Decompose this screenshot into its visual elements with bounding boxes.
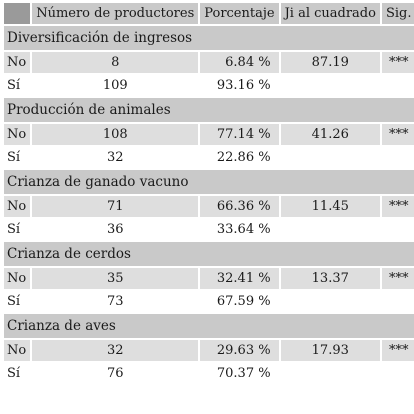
percentage-value: 29.63 % xyxy=(200,340,279,361)
results-table: Número de productores Porcentaje Ji al c… xyxy=(2,1,414,386)
section-row: Crianza de cerdos xyxy=(4,242,414,266)
producers-count: 35 xyxy=(32,268,199,289)
section-row: Producción de animales xyxy=(4,98,414,122)
table-row: Sí 73 67.59 % xyxy=(4,291,414,312)
producers-count: 8 xyxy=(32,52,199,73)
producers-count: 108 xyxy=(32,124,199,145)
header-significance: Sig. xyxy=(381,3,414,24)
header-percentage: Porcentaje xyxy=(200,3,279,24)
chi-square-empty xyxy=(281,75,380,96)
row-label: Sí xyxy=(7,294,21,309)
percentage-value: 33.64 % xyxy=(216,222,271,237)
header-corner-cell xyxy=(4,3,31,24)
chi-square-value: 41.26 xyxy=(280,124,380,145)
producers-count: 36 xyxy=(106,222,124,237)
significance-value: *** xyxy=(381,268,414,289)
header-producers: Número de productores xyxy=(32,3,199,24)
row-label: Sí xyxy=(7,150,21,165)
section-row: Crianza de aves xyxy=(4,314,414,338)
table-row: No 108 77.14 % 41.26 *** xyxy=(4,124,414,145)
chi-square-empty xyxy=(281,147,380,168)
chi-square-empty xyxy=(281,291,380,312)
table-row: No 71 66.36 % 11.45 *** xyxy=(4,196,414,217)
section-row: Crianza de ganado vacuno xyxy=(4,170,414,194)
producers-count: 109 xyxy=(102,78,128,93)
significance-empty xyxy=(382,363,414,384)
producers-count: 32 xyxy=(32,340,199,361)
table-row: No 35 32.41 % 13.37 *** xyxy=(4,268,414,289)
significance-value: *** xyxy=(381,340,414,361)
percentage-value: 32.41 % xyxy=(200,268,279,289)
significance-value: *** xyxy=(381,52,414,73)
significance-value: *** xyxy=(381,196,414,217)
table-row: No 32 29.63 % 17.93 *** xyxy=(4,340,414,361)
section-title: Crianza de cerdos xyxy=(4,242,414,266)
row-label: No xyxy=(4,340,31,361)
chi-square-value: 11.45 xyxy=(280,196,380,217)
header-chi-square: Ji al cuadrado xyxy=(280,3,380,24)
table-row: Sí 36 33.64 % xyxy=(4,219,414,240)
percentage-value: 6.84 % xyxy=(200,52,279,73)
table-row: Sí 109 93.16 % xyxy=(4,75,414,96)
section-title: Diversificación de ingresos xyxy=(4,26,414,50)
section-title: Crianza de ganado vacuno xyxy=(4,170,414,194)
producers-count: 32 xyxy=(106,150,124,165)
significance-empty xyxy=(382,291,414,312)
chi-square-empty xyxy=(281,219,380,240)
producers-count: 73 xyxy=(106,294,124,309)
row-label: Sí xyxy=(7,78,21,93)
chi-square-value: 87.19 xyxy=(280,52,380,73)
header-row: Número de productores Porcentaje Ji al c… xyxy=(4,3,414,24)
significance-empty xyxy=(382,147,414,168)
significance-empty xyxy=(382,75,414,96)
chi-square-empty xyxy=(281,363,380,384)
percentage-value: 22.86 % xyxy=(216,150,271,165)
section-title: Producción de animales xyxy=(4,98,414,122)
percentage-value: 70.37 % xyxy=(216,366,271,381)
section-row: Diversificación de ingresos xyxy=(4,26,414,50)
significance-value: *** xyxy=(381,124,414,145)
table-row: Sí 76 70.37 % xyxy=(4,363,414,384)
chi-square-value: 13.37 xyxy=(280,268,380,289)
row-label: Sí xyxy=(7,366,21,381)
producers-count: 71 xyxy=(32,196,199,217)
table-row: No 8 6.84 % 87.19 *** xyxy=(4,52,414,73)
significance-empty xyxy=(382,219,414,240)
producers-count: 76 xyxy=(106,366,124,381)
percentage-value: 93.16 % xyxy=(216,78,271,93)
percentage-value: 66.36 % xyxy=(200,196,279,217)
row-label: No xyxy=(4,268,31,289)
chi-square-value: 17.93 xyxy=(280,340,380,361)
row-label: No xyxy=(4,124,31,145)
table-row: Sí 32 22.86 % xyxy=(4,147,414,168)
percentage-value: 77.14 % xyxy=(200,124,279,145)
percentage-value: 67.59 % xyxy=(216,294,271,309)
row-label: No xyxy=(4,52,31,73)
section-title: Crianza de aves xyxy=(4,314,414,338)
row-label: Sí xyxy=(7,222,21,237)
row-label: No xyxy=(4,196,31,217)
